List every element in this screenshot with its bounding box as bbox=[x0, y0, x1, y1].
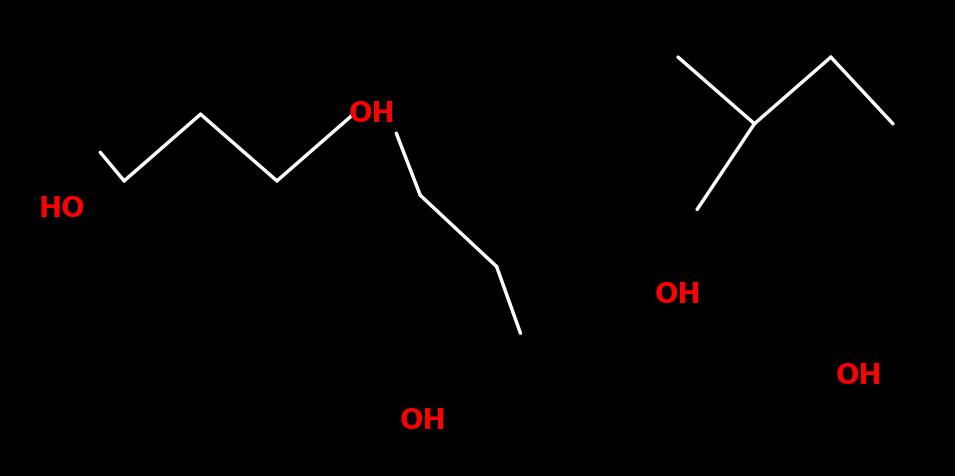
Text: OH: OH bbox=[349, 100, 395, 128]
Text: HO: HO bbox=[38, 196, 85, 223]
Text: OH: OH bbox=[399, 407, 446, 435]
Text: OH: OH bbox=[836, 362, 882, 390]
Text: OH: OH bbox=[654, 281, 701, 309]
